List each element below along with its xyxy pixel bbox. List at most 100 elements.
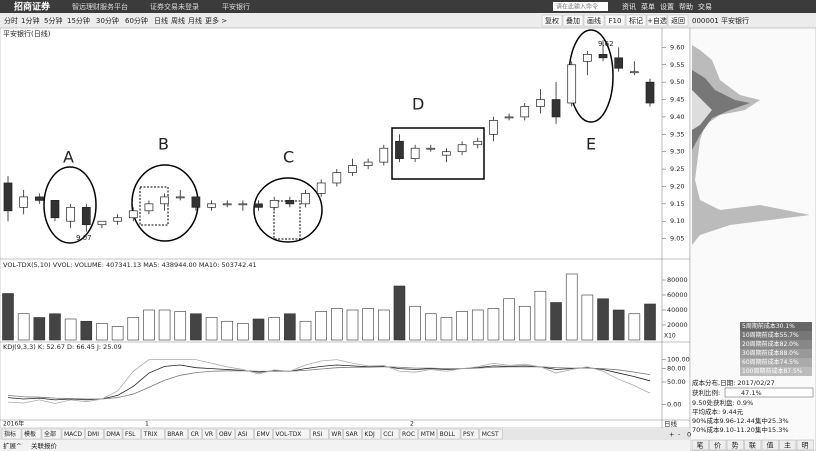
indicator-tab[interactable] xyxy=(141,428,165,440)
indicator-tab[interactable] xyxy=(85,428,104,440)
footer-tab[interactable]: 扩展^ xyxy=(3,441,21,450)
search-box[interactable] xyxy=(553,2,608,11)
indicator-tab[interactable] xyxy=(41,428,62,440)
panel-button-label[interactable]: 笔 xyxy=(697,441,704,450)
indicator-tab-label[interactable]: MTM xyxy=(421,431,435,438)
tab-control[interactable]: 日线 xyxy=(664,419,678,428)
indicator-tab-label[interactable]: CCI xyxy=(383,431,393,438)
period-tab[interactable]: 60分钟 xyxy=(125,16,148,25)
indicator-tab-label[interactable]: 模板 xyxy=(24,430,36,438)
menu-item[interactable]: 设置 xyxy=(660,2,674,11)
tool-button[interactable] xyxy=(541,14,563,27)
indicator-tab[interactable] xyxy=(418,428,437,440)
tool-label[interactable]: 叠加 xyxy=(566,16,580,25)
menu-item[interactable]: 菜单 xyxy=(641,2,655,11)
indicator-tab[interactable] xyxy=(362,428,381,440)
tool-button[interactable] xyxy=(604,14,626,27)
indicator-tab-label[interactable]: BOLL xyxy=(440,431,456,438)
menu-item[interactable]: 交易 xyxy=(698,2,712,11)
tool-label[interactable]: 画线 xyxy=(587,16,601,25)
tool-button[interactable] xyxy=(625,14,647,27)
indicator-tab-label[interactable]: TRIX xyxy=(143,431,158,438)
indicator-tab[interactable] xyxy=(460,428,479,440)
panel-button[interactable] xyxy=(761,439,779,451)
indicator-tab[interactable] xyxy=(437,428,461,440)
tool-button[interactable] xyxy=(646,14,668,27)
period-tab[interactable]: 更多 > xyxy=(205,16,227,25)
indicator-tab[interactable] xyxy=(122,428,141,440)
menu-item[interactable]: 帮助 xyxy=(679,2,693,11)
period-tab[interactable]: 30分钟 xyxy=(96,16,119,25)
indicator-tab-label[interactable]: MCST xyxy=(482,431,499,438)
indicator-tab-label[interactable]: EMV xyxy=(257,431,271,438)
indicator-tab[interactable] xyxy=(479,428,503,440)
panel-button[interactable] xyxy=(779,439,797,451)
indicator-tab[interactable] xyxy=(1,428,22,440)
period-tab[interactable]: 15分钟 xyxy=(67,16,90,25)
indicator-tab-label[interactable]: CR xyxy=(191,431,199,438)
panel-button-label[interactable]: 势 xyxy=(732,441,739,450)
tab-control[interactable]: - xyxy=(678,431,681,439)
indicator-tab[interactable] xyxy=(254,428,273,440)
tool-label[interactable]: +自选 xyxy=(647,16,667,25)
indicator-tab-label[interactable]: DMI xyxy=(87,431,99,438)
indicator-tab-label[interactable]: SAR xyxy=(346,431,358,438)
tool-label[interactable]: 标记 xyxy=(629,16,643,25)
period-tab[interactable]: 分时 xyxy=(4,16,18,25)
period-tab[interactable]: 日线 xyxy=(154,16,168,25)
panel-button[interactable] xyxy=(744,439,762,451)
panel-button[interactable] xyxy=(709,439,727,451)
indicator-tab[interactable] xyxy=(202,428,217,440)
indicator-tab[interactable] xyxy=(343,428,362,440)
indicator-tab-label[interactable]: KDJ xyxy=(364,431,375,438)
period-tab[interactable]: 周线 xyxy=(171,16,185,25)
indicator-tab[interactable] xyxy=(329,428,343,440)
indicator-tab-label[interactable]: WR xyxy=(331,431,341,438)
indicator-tab-label[interactable]: RSI xyxy=(313,431,323,438)
panel-button[interactable] xyxy=(796,439,814,451)
panel-button[interactable] xyxy=(691,439,709,451)
panel-button[interactable] xyxy=(726,439,744,451)
indicator-tab[interactable] xyxy=(188,428,203,440)
footer-tab[interactable]: 关联报价 xyxy=(31,441,58,450)
indicator-tab-label[interactable]: MACD xyxy=(64,431,82,438)
period-tab[interactable]: 1分钟 xyxy=(21,16,39,25)
indicator-tab-label[interactable]: ASI xyxy=(238,431,248,438)
tool-label[interactable]: 复权 xyxy=(545,16,559,25)
tool-button[interactable] xyxy=(667,14,689,27)
panel-button-label[interactable]: 值 xyxy=(767,441,774,450)
indicator-tab[interactable] xyxy=(216,428,235,440)
indicator-tab[interactable] xyxy=(21,428,42,440)
indicator-tab-label[interactable]: OBV xyxy=(219,431,233,438)
indicator-tab-label[interactable]: 全部 xyxy=(44,430,56,438)
indicator-tab-label[interactable]: VR xyxy=(205,431,213,438)
panel-button-label[interactable]: 明 xyxy=(802,442,809,450)
tool-label[interactable]: 返回 xyxy=(671,17,685,25)
indicator-tab[interactable] xyxy=(381,428,400,440)
tab-control[interactable]: + xyxy=(669,431,674,439)
tool-button[interactable] xyxy=(562,14,584,27)
indicator-tab[interactable] xyxy=(235,428,254,440)
indicator-tab[interactable] xyxy=(273,428,310,440)
panel-button-label[interactable]: 价 xyxy=(714,442,721,450)
tool-button[interactable] xyxy=(583,14,605,27)
period-tab[interactable]: 5分钟 xyxy=(44,16,62,25)
indicator-tab[interactable] xyxy=(103,428,123,440)
indicator-tab[interactable] xyxy=(61,428,85,440)
tool-label[interactable]: F10 xyxy=(609,17,622,25)
indicator-tab[interactable] xyxy=(164,428,188,440)
indicator-tab-label[interactable]: VOL-TDX xyxy=(275,431,301,438)
login-status[interactable]: 证券交易未登录 xyxy=(150,2,199,11)
panel-button-label[interactable]: 主 xyxy=(784,441,791,450)
tab-control[interactable]: 0 xyxy=(687,431,691,439)
period-tab[interactable]: 月线 xyxy=(188,16,202,25)
menu-item[interactable]: 资讯 xyxy=(622,2,636,11)
indicator-tab-label[interactable]: BRAR xyxy=(167,431,183,438)
panel-button-label[interactable]: 联 xyxy=(749,441,756,450)
indicator-tab[interactable] xyxy=(310,428,329,440)
indicator-tab-label[interactable]: PSY xyxy=(463,431,474,438)
indicator-tab-label[interactable]: DMA xyxy=(106,431,121,438)
search-input[interactable]: 请在此输入命令 xyxy=(556,3,598,11)
indicator-tab[interactable] xyxy=(399,428,418,440)
indicator-tab-label[interactable]: FSL xyxy=(125,431,136,438)
